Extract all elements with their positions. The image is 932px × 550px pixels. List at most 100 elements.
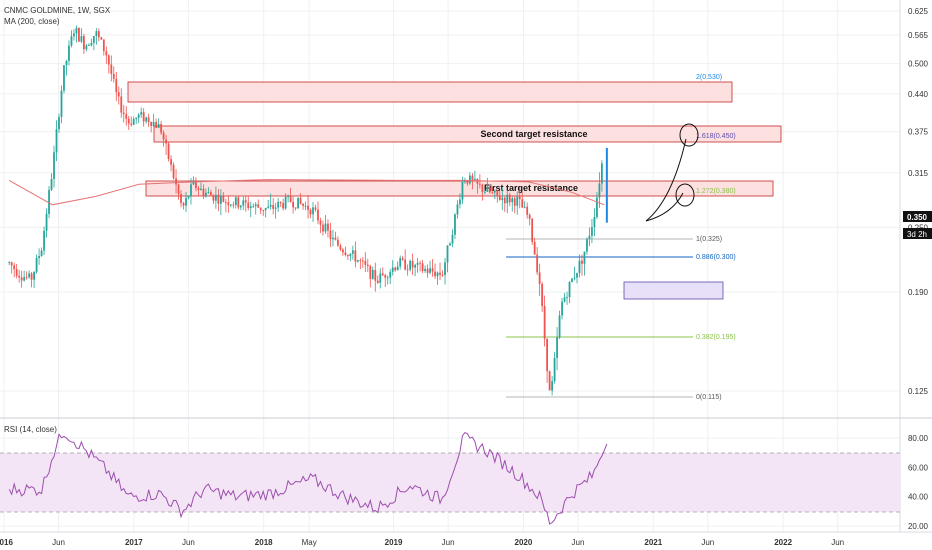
candle-body[interactable]	[207, 192, 210, 193]
candle-body[interactable]	[110, 64, 113, 74]
candle-body[interactable]	[145, 117, 148, 122]
support-zone-purple[interactable]	[623, 281, 724, 300]
candle-body[interactable]	[234, 197, 237, 205]
candle-body[interactable]	[190, 184, 192, 197]
candle-body[interactable]	[130, 123, 133, 125]
candle-body[interactable]	[314, 207, 317, 210]
candle-body[interactable]	[239, 205, 242, 208]
candle-body[interactable]	[304, 205, 307, 207]
candle-body[interactable]	[197, 188, 200, 190]
candle-body[interactable]	[20, 277, 23, 281]
candle-body[interactable]	[464, 180, 466, 182]
candle-body[interactable]	[361, 260, 364, 262]
candle-body[interactable]	[449, 243, 451, 246]
candle-body[interactable]	[538, 272, 541, 284]
candle-body[interactable]	[65, 60, 68, 66]
candle-body[interactable]	[299, 197, 302, 204]
candle-body[interactable]	[175, 178, 177, 185]
candle-body[interactable]	[267, 206, 270, 208]
candle-body[interactable]	[219, 195, 222, 204]
rsi-line[interactable]	[8, 431, 608, 525]
candle-body[interactable]	[329, 230, 332, 240]
candle-body[interactable]	[80, 36, 83, 42]
candle-body[interactable]	[344, 252, 347, 255]
candle-body[interactable]	[503, 197, 506, 204]
candle-body[interactable]	[342, 249, 344, 253]
candle-body[interactable]	[272, 204, 275, 209]
candle-body[interactable]	[327, 223, 329, 231]
candle-body[interactable]	[90, 42, 93, 46]
candle-body[interactable]	[379, 273, 382, 283]
candle-body[interactable]	[351, 250, 354, 254]
candle-body[interactable]	[391, 267, 394, 272]
resistance-zone-second-target[interactable]	[153, 125, 782, 143]
candle-body[interactable]	[411, 260, 414, 268]
candle-body[interactable]	[135, 117, 138, 119]
candle-body[interactable]	[571, 278, 573, 282]
candle-body[interactable]	[224, 201, 227, 203]
candle-body[interactable]	[259, 207, 262, 211]
candle-body[interactable]	[165, 139, 167, 144]
candle-body[interactable]	[33, 271, 35, 280]
candle-body[interactable]	[13, 265, 16, 270]
candle-body[interactable]	[264, 207, 267, 211]
candle-body[interactable]	[257, 204, 260, 208]
candle-body[interactable]	[262, 210, 265, 211]
candle-body[interactable]	[531, 218, 534, 242]
candle-body[interactable]	[87, 45, 90, 46]
projection-curve-second[interactable]	[645, 138, 687, 222]
candle-body[interactable]	[182, 203, 185, 206]
candle-body[interactable]	[511, 198, 514, 203]
candle-body[interactable]	[588, 235, 591, 240]
candle-body[interactable]	[95, 31, 98, 36]
candle-body[interactable]	[115, 78, 118, 93]
candle-body[interactable]	[312, 207, 314, 215]
candle-body[interactable]	[426, 268, 429, 273]
candle-body[interactable]	[117, 92, 120, 97]
candle-body[interactable]	[488, 186, 491, 193]
candle-body[interactable]	[30, 273, 33, 280]
candle-body[interactable]	[406, 269, 409, 271]
candle-body[interactable]	[202, 188, 205, 196]
candle-body[interactable]	[486, 186, 489, 192]
candle-body[interactable]	[28, 273, 31, 278]
candle-body[interactable]	[140, 112, 143, 115]
candle-body[interactable]	[556, 337, 558, 358]
candle-body[interactable]	[83, 36, 85, 50]
candle-body[interactable]	[229, 204, 232, 206]
candle-body[interactable]	[210, 192, 212, 196]
candle-body[interactable]	[152, 121, 155, 127]
candle-body[interactable]	[476, 178, 479, 184]
candle-body[interactable]	[38, 256, 40, 258]
candle-body[interactable]	[454, 214, 456, 235]
candle-body[interactable]	[548, 371, 551, 391]
candle-body[interactable]	[513, 198, 516, 206]
candle-body[interactable]	[18, 275, 21, 278]
candle-body[interactable]	[591, 227, 593, 236]
candle-body[interactable]	[419, 262, 422, 264]
candle-body[interactable]	[456, 204, 459, 215]
candle-body[interactable]	[466, 180, 469, 184]
candle-body[interactable]	[150, 121, 153, 127]
candle-body[interactable]	[127, 118, 130, 124]
candle-body[interactable]	[120, 96, 123, 113]
candle-body[interactable]	[416, 262, 419, 265]
resistance-zone-top[interactable]	[127, 81, 733, 103]
candle-body[interactable]	[167, 143, 170, 160]
candle-body[interactable]	[536, 254, 539, 273]
candle-body[interactable]	[147, 117, 150, 122]
candle-body[interactable]	[85, 45, 88, 50]
candlestick-series[interactable]	[8, 25, 608, 396]
candle-body[interactable]	[598, 183, 601, 198]
candle-body[interactable]	[53, 152, 55, 180]
candle-body[interactable]	[274, 207, 277, 209]
candle-body[interactable]	[583, 251, 586, 264]
candle-body[interactable]	[553, 357, 556, 382]
candle-body[interactable]	[309, 209, 312, 215]
candle-body[interactable]	[394, 267, 397, 271]
candle-body[interactable]	[493, 190, 496, 193]
candle-body[interactable]	[78, 27, 80, 42]
candle-body[interactable]	[132, 118, 135, 125]
candle-body[interactable]	[172, 164, 175, 179]
candle-body[interactable]	[473, 178, 476, 181]
